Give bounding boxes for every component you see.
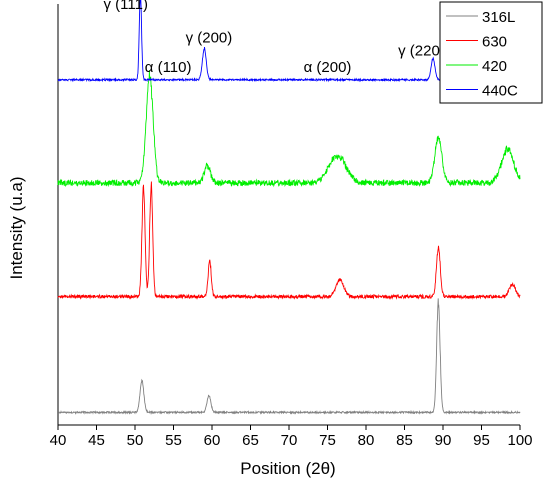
peak-annotation: α (110) — [145, 59, 192, 76]
legend-entry-label: 420 — [482, 58, 507, 75]
legend-entry-label: 440C — [482, 83, 518, 100]
x-tick-label: 90 — [435, 432, 452, 449]
peak-annotation: γ (111) — [104, 0, 148, 13]
x-axis-label: Position (2θ) — [240, 459, 335, 478]
peak-annotation: α (200) — [304, 59, 352, 76]
x-tick-label: 80 — [358, 432, 375, 449]
x-tick-label: 50 — [127, 432, 144, 449]
x-tick-label: 75 — [319, 432, 336, 449]
series-line-316l — [58, 298, 521, 415]
x-tick-label: 60 — [204, 432, 221, 449]
x-tick-label: 100 — [507, 432, 532, 449]
x-tick-label: 85 — [396, 432, 413, 449]
x-tick-label: 65 — [242, 432, 259, 449]
legend-entry-label: 630 — [482, 34, 507, 51]
x-tick-label: 70 — [281, 432, 298, 449]
series-line-630 — [57, 181, 521, 300]
peak-annotation: γ (220) — [398, 42, 445, 59]
legend-box — [439, 1, 543, 104]
x-tick-label: 55 — [165, 432, 182, 449]
x-tick-label: 95 — [473, 432, 490, 449]
peak-annotation: γ (200) — [186, 30, 233, 47]
legend-entry-label: 316L — [482, 9, 515, 26]
y-axis-label: Intensity (u.a) — [7, 177, 26, 280]
legend: 316L 630 420 440C — [439, 1, 543, 104]
x-tick-label: 45 — [88, 432, 105, 449]
x-tick-label: 40 — [50, 432, 67, 449]
series-line-420 — [57, 69, 521, 188]
x-axis-ticks: 40 45 50 55 60 65 70 75 80 85 90 95 100 — [50, 425, 533, 449]
